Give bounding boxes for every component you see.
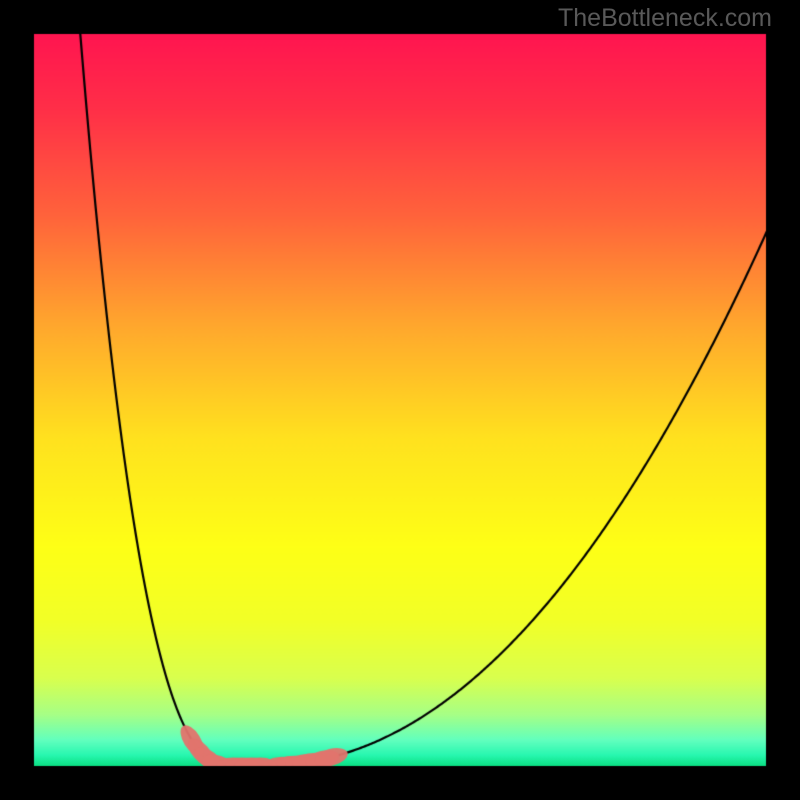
- chart-stage: TheBottleneck.com: [0, 0, 800, 800]
- bottleneck-curve-chart: [0, 0, 800, 800]
- watermark-text: TheBottleneck.com: [558, 4, 772, 33]
